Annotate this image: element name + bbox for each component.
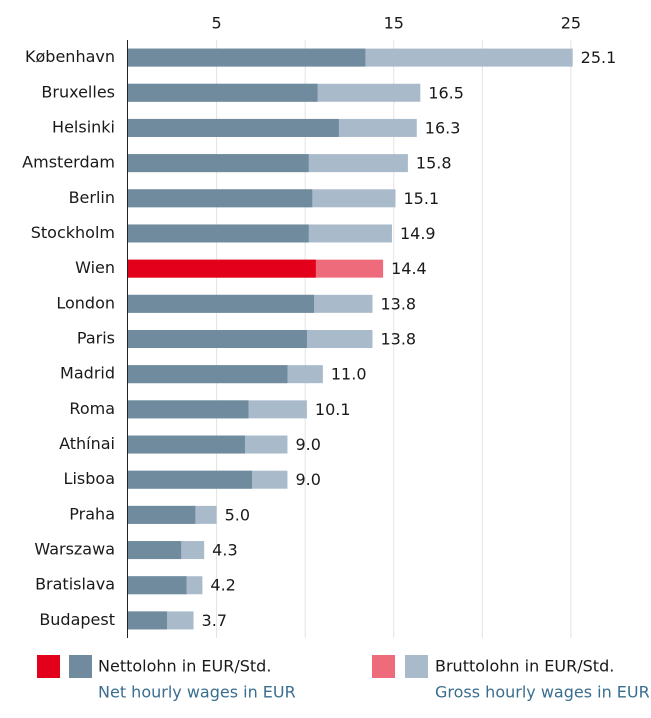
bar [128,189,313,208]
y-tick-label: Bruxelles [41,82,115,101]
value-label: 14.4 [391,259,427,278]
y-tick-label: Madrid [60,364,115,383]
bar [128,224,309,243]
bar [128,83,318,102]
y-tick-label: Roma [69,399,115,418]
value-label: 9.0 [295,435,320,454]
legend-label: Nettolohn in EUR/Std. [98,657,271,676]
value-label: 15.1 [404,189,440,208]
y-tick-label: Athínai [59,434,115,453]
bar [128,611,167,630]
x-tick-label: 5 [211,14,221,33]
bar [128,365,288,384]
y-tick-label: Lisboa [64,469,115,488]
value-label: 10.1 [315,400,351,419]
x-tick-label: 25 [561,14,581,33]
y-tick-label: Berlin [69,188,115,207]
value-label: 16.5 [428,83,464,102]
value-label: 5.0 [225,505,250,524]
legend-swatch [372,655,395,678]
y-tick-label: Stockholm [31,223,115,242]
bar [128,259,316,278]
legend-sublabel: Net hourly wages in EUR [98,683,296,702]
bar [128,154,309,173]
value-label: 25.1 [581,48,617,67]
value-label: 13.8 [380,330,416,349]
x-tick-label: 15 [384,14,404,33]
value-label: 14.9 [400,224,436,243]
y-tick-label: Budapest [39,610,115,629]
bar [128,400,249,419]
value-label: 9.0 [295,470,320,489]
legend-swatch [37,655,60,678]
y-tick-label: Wien [75,258,115,277]
legend-label: Bruttolohn in EUR/Std. [435,657,614,676]
value-label: 3.7 [202,611,227,630]
value-label: 4.3 [212,541,237,560]
bar [128,330,307,348]
value-label: 15.8 [416,154,452,173]
value-label: 4.2 [210,576,235,595]
y-tick-label: Paris [77,329,115,348]
value-label: 11.0 [331,365,367,384]
legend-sublabel: Gross hourly wages in EUR [435,683,650,702]
y-tick-label: Helsinki [52,117,115,136]
bar [128,48,366,67]
value-label: 13.8 [380,294,416,313]
bar [128,435,245,454]
legend-swatch [405,655,428,678]
y-tick-label: Praha [69,504,115,523]
y-tick-label: Warszawa [34,540,115,559]
bar [128,505,196,524]
legend-swatch [69,655,92,678]
bar [128,118,339,137]
y-tick-label: København [25,47,115,66]
y-tick-label: Bratislava [35,575,115,594]
bar [128,576,187,595]
y-tick-label: London [56,293,115,312]
bar [128,294,315,313]
y-tick-label: Amsterdam [22,153,115,172]
value-label: 16.3 [425,118,461,137]
bar [128,470,253,489]
bar [128,541,182,560]
